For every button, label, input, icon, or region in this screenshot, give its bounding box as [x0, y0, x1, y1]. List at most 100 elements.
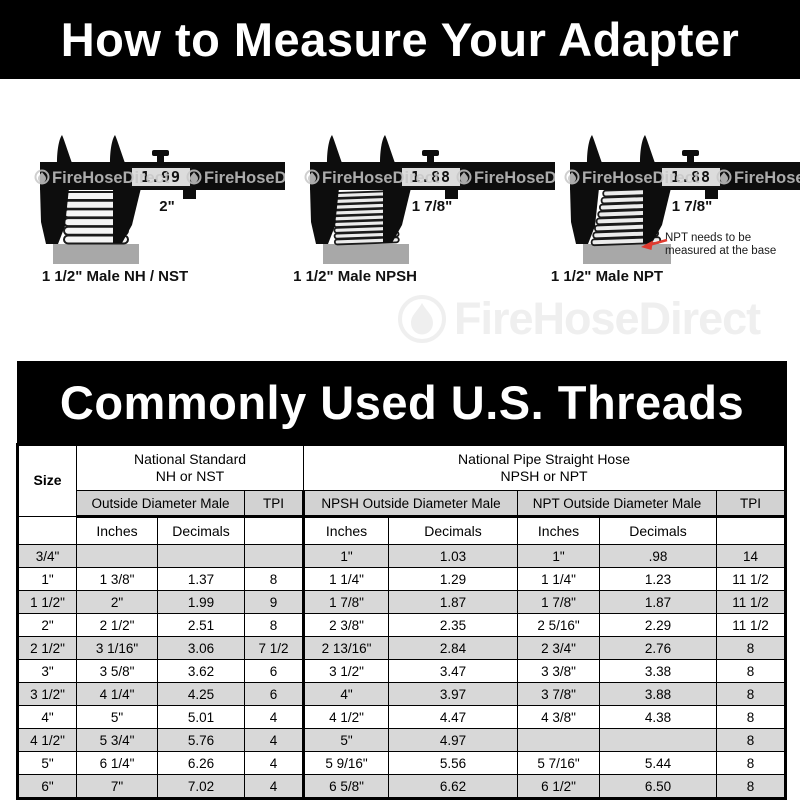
- npt-od-header: NPT Outside Diameter Male: [517, 490, 718, 518]
- lcd-reading: 1.88: [671, 168, 711, 186]
- value-cell: 4: [243, 728, 306, 752]
- value-cell: 4 1/4": [76, 682, 158, 706]
- value-cell: 4: [243, 751, 306, 775]
- value-cell: 8: [716, 636, 787, 660]
- red-arrow-icon: [641, 238, 668, 250]
- value-cell: 8: [716, 659, 787, 683]
- value-cell: 3 1/2": [303, 659, 390, 683]
- table-row: 5" 6 1/4" 6.26 4 5 9/16" 5.56 5 7/16" 5.44 8: [17, 751, 787, 775]
- value-cell: 1 1/4": [517, 567, 601, 591]
- value-cell: 1.37: [157, 567, 245, 591]
- value-cell: 1": [517, 544, 601, 568]
- size-cell: 2 1/2": [17, 636, 77, 660]
- figure-npsh: 1.88 FireHoseDirect FireHoseDirect 1 7/8…: [285, 130, 592, 290]
- size-cell: 3": [17, 659, 77, 683]
- flame-logo-icon: [304, 169, 320, 185]
- firehosedirect-watermark: FireHoseDirect: [396, 293, 761, 345]
- value-cell: 2": [76, 590, 158, 614]
- value-cell: 8: [243, 567, 306, 591]
- page-title: How to Measure Your Adapter: [60, 13, 740, 66]
- nh-group-header: National Standard NH or NST: [75, 444, 305, 491]
- value-cell: 2 3/8": [303, 613, 390, 637]
- value-cell: 3.62: [157, 659, 245, 683]
- value-cell: 11 1/2: [716, 567, 787, 591]
- value-cell: 4 1/2": [303, 705, 390, 729]
- npt-annotation-line1: NPT needs to be: [665, 232, 751, 244]
- value-cell: 3 3/8": [517, 659, 601, 683]
- caliper-illustration-npsh: 1.88 FireHoseDirect FireHoseDirect 1 7/8…: [304, 135, 592, 264]
- value-cell: 5 3/4": [76, 728, 158, 752]
- value-cell: 2 3/4": [517, 636, 601, 660]
- caliper-illustration-npt: 1.88 FireHoseDirect FireHoseDirect 1 7/8…: [564, 135, 800, 264]
- decimals-header: Decimals: [388, 516, 519, 545]
- caliper-illustration-nh: 1.99 FireHoseDirect FireHoseDirect 2": [34, 135, 322, 264]
- fitting-base: [583, 244, 671, 264]
- decimals-header: Decimals: [157, 516, 245, 545]
- measurement-label: 1 7/8": [412, 198, 452, 215]
- value-cell: 5.56: [388, 751, 519, 775]
- watermark-text: FireHoseDirect: [52, 169, 170, 187]
- nh-group-line1: National Standard: [133, 450, 247, 467]
- value-cell: 3.88: [599, 682, 718, 706]
- value-cell: 3 1/16": [76, 636, 158, 660]
- empty-header: [17, 516, 77, 545]
- value-cell: 2.35: [388, 613, 519, 637]
- decimals-header: Decimals: [599, 516, 718, 545]
- value-cell: 8: [716, 682, 787, 706]
- value-cell: 2.76: [599, 636, 718, 660]
- np-group-line1: National Pipe Straight Hose: [458, 450, 631, 467]
- value-cell: 1.87: [388, 590, 519, 614]
- value-cell: 3.97: [388, 682, 519, 706]
- flame-logo-icon: [456, 169, 472, 185]
- figure-caption: 1 1/2" Male NPT: [550, 268, 664, 285]
- nh-group-line2: NH or NST: [155, 468, 225, 484]
- inches-header: Inches: [517, 516, 601, 545]
- value-cell: 1.99: [157, 590, 245, 614]
- fitting-base: [323, 244, 409, 264]
- value-cell: 2.29: [599, 613, 718, 637]
- value-cell: 2.84: [388, 636, 519, 660]
- value-cell: 7 1/2: [243, 636, 306, 660]
- value-cell: [243, 544, 306, 568]
- npsh-od-header: NPSH Outside Diameter Male: [303, 490, 519, 518]
- size-cell: 3 1/2": [17, 682, 77, 706]
- value-cell: 8: [716, 751, 787, 775]
- table-row: 6" 7" 7.02 4 6 5/8" 6.62 6 1/2" 6.50 8: [17, 774, 787, 799]
- header-row-groups: Size National Standard NH or NST Nationa…: [17, 444, 787, 517]
- value-cell: 4.38: [599, 705, 718, 729]
- value-cell: 4": [303, 682, 390, 706]
- table-row: 4 1/2" 5 3/4" 5.76 4 5" 4.97 8: [17, 728, 787, 752]
- value-cell: 5": [76, 705, 158, 729]
- fitting-base: [53, 244, 139, 264]
- value-cell: 5.76: [157, 728, 245, 752]
- table-row: 2" 2 1/2" 2.51 8 2 3/8" 2.35 2 5/16" 2.29 11 1/2: [17, 613, 787, 637]
- table-row: 3 1/2" 4 1/4" 4.25 6 4" 3.97 3 7/8" 3.88 8: [17, 682, 787, 706]
- caliper-body: [40, 135, 285, 244]
- value-cell: 4 3/8": [517, 705, 601, 729]
- value-cell: 6.26: [157, 751, 245, 775]
- value-cell: 7.02: [157, 774, 245, 799]
- value-cell: [517, 728, 601, 752]
- value-cell: 8: [716, 728, 787, 752]
- value-cell: 3.38: [599, 659, 718, 683]
- value-cell: 6: [243, 659, 306, 683]
- value-cell: 6 1/4": [76, 751, 158, 775]
- value-cell: 1.29: [388, 567, 519, 591]
- thread-table-body: 3/4" 1" 1.03 1" .98 14 1" 1 3/8" 1.37 8 1 1/4" 1.29…: [17, 544, 787, 799]
- figure-nh-nst: 1.99 FireHoseDirect FireHoseDirect 2" 1 …: [15, 130, 322, 290]
- value-cell: 5 9/16": [303, 751, 390, 775]
- value-cell: 6 5/8": [303, 774, 390, 799]
- watermark-text: FireHoseDirect: [474, 169, 555, 187]
- threads-table: Size National Standard NH or NST Nationa…: [16, 443, 788, 800]
- watermark-band: FireHoseDirect FireHoseDirect: [564, 169, 800, 187]
- npt-annotation-line2: measured at the base: [665, 245, 776, 257]
- size-cell: 2": [17, 613, 77, 637]
- measurement-label: 1 7/8": [672, 198, 712, 215]
- value-cell: 6: [243, 682, 306, 706]
- value-cell: 3.06: [157, 636, 245, 660]
- figure-caption: 1 1/2" Male NH / NST: [41, 268, 189, 285]
- value-cell: 4: [243, 774, 306, 799]
- value-cell: 4: [243, 705, 306, 729]
- figure-caption: 1 1/2" Male NPSH: [293, 268, 417, 285]
- value-cell: 5": [303, 728, 390, 752]
